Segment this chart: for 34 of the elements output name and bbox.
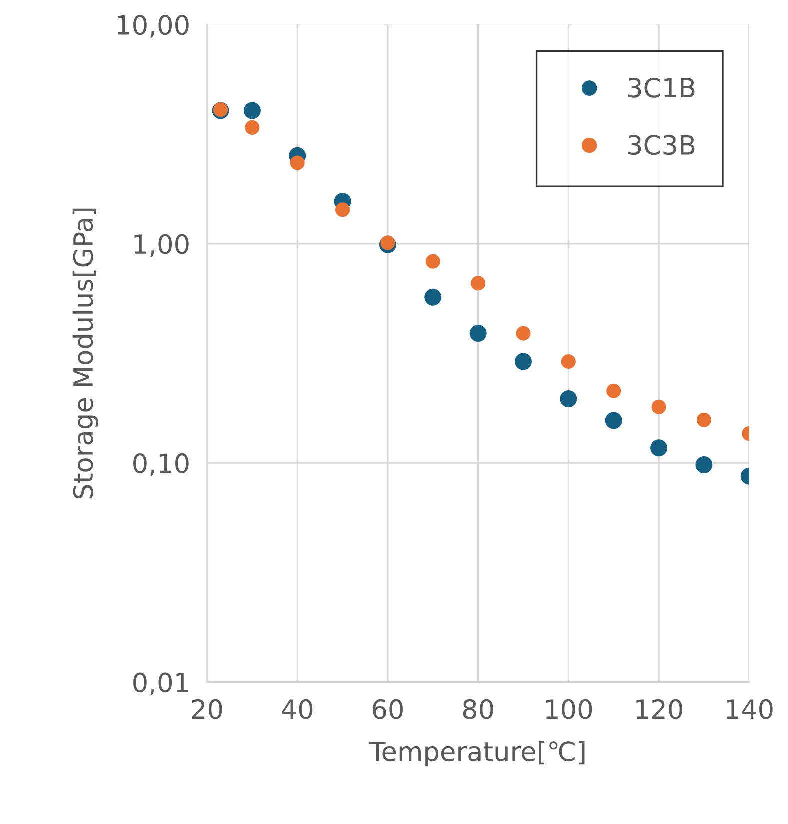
- point: [516, 326, 531, 341]
- y-tick-label: 1,00: [134, 234, 189, 257]
- point: [560, 390, 578, 408]
- y-axis-title: Storage Modulus[GPa]: [72, 208, 98, 499]
- point: [335, 202, 350, 218]
- x-tick-label: 80: [463, 699, 494, 720]
- x-tick-label: 100: [546, 699, 592, 720]
- point: [561, 354, 576, 370]
- point: [650, 440, 668, 457]
- point: [605, 412, 622, 430]
- point: [380, 236, 396, 250]
- point: [470, 325, 487, 342]
- legend-label: 3C3B: [628, 135, 695, 156]
- point: [606, 384, 622, 398]
- point: [696, 456, 713, 474]
- point: [245, 120, 260, 135]
- y-tick-label: 10,00: [118, 15, 189, 38]
- point: [514, 353, 532, 370]
- x-tick-label: 40: [282, 699, 313, 720]
- point: [471, 276, 486, 291]
- x-tick-label: 120: [636, 699, 682, 720]
- x-tick-label: 60: [373, 699, 403, 720]
- point: [244, 102, 261, 120]
- point: [426, 254, 440, 269]
- point: [290, 156, 305, 170]
- point: [696, 412, 712, 428]
- point: [424, 288, 442, 306]
- y-tick-label: 0,01: [134, 672, 188, 696]
- y-tick-label: 0,10: [134, 454, 189, 476]
- x-tick-label: 20: [192, 699, 222, 720]
- legend-label: 3C1B: [628, 78, 695, 98]
- x-tick-label: 140: [727, 699, 773, 720]
- point: [652, 400, 666, 414]
- x-axis-title: Temperature[℃]: [370, 741, 585, 767]
